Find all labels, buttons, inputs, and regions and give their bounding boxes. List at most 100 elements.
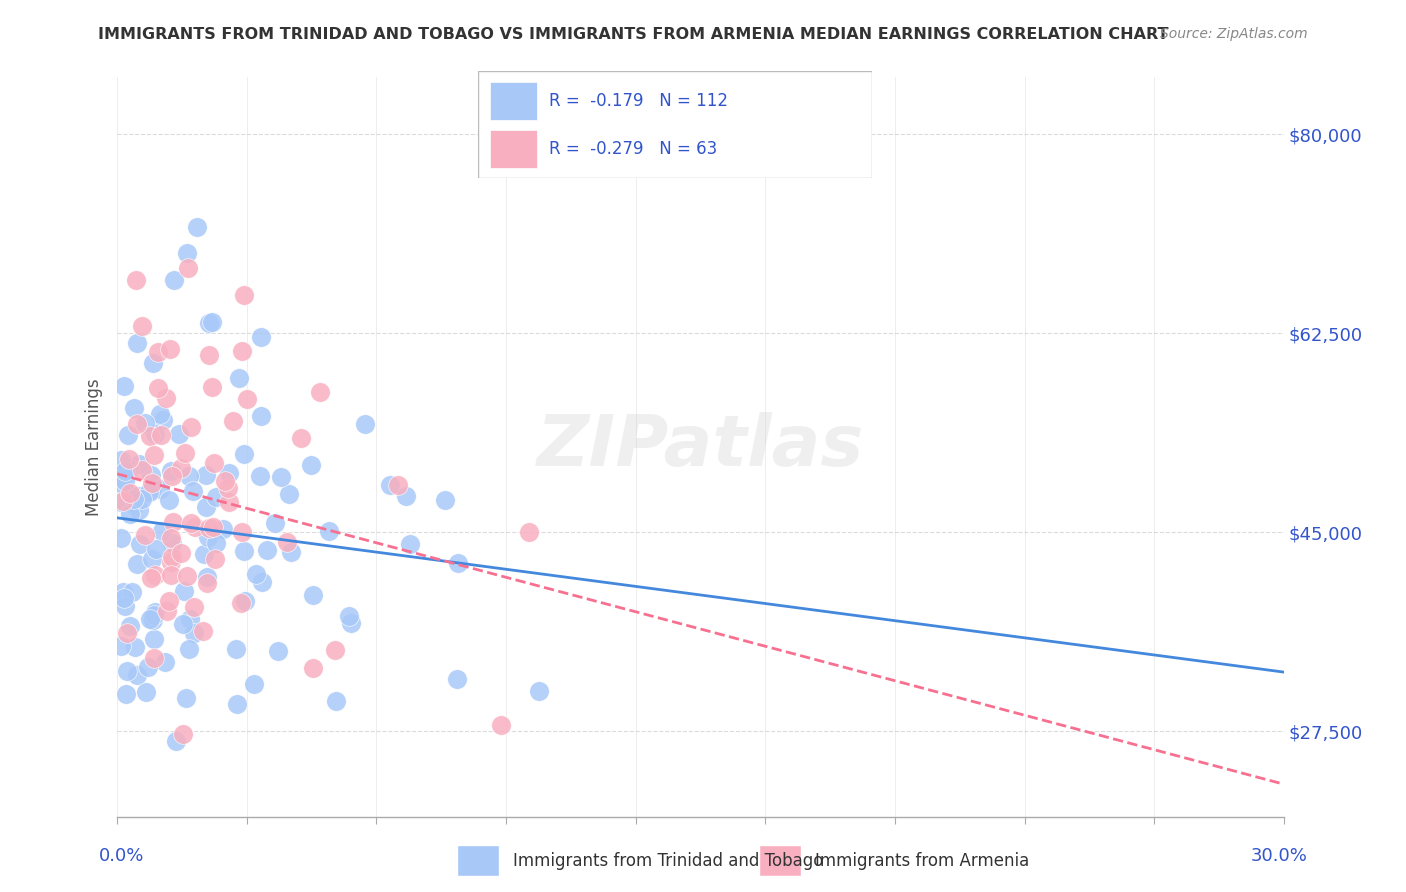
Point [143, 650, 166, 665]
Point [124, 491, 146, 506]
Point [129, 537, 152, 551]
Point [114, 474, 136, 488]
Point [145, 605, 167, 619]
Point [256, 543, 278, 558]
Point [290, 431, 312, 445]
Point [267, 644, 290, 658]
Point [160, 567, 183, 582]
Point [233, 543, 256, 558]
Point [115, 626, 138, 640]
Text: 30.0%: 30.0% [1251, 847, 1308, 864]
Point [118, 461, 141, 475]
Point [245, 567, 267, 582]
Point [112, 591, 135, 605]
Point [201, 380, 224, 394]
Point [183, 626, 205, 640]
Text: R =  -0.279   N = 63: R = -0.279 N = 63 [548, 140, 717, 158]
Point [176, 246, 198, 260]
Point [162, 515, 184, 529]
Point [149, 408, 172, 422]
Point [204, 552, 226, 566]
Point [128, 457, 150, 471]
Point [218, 495, 240, 509]
Point [252, 575, 274, 590]
Point [354, 417, 377, 431]
Point [118, 619, 141, 633]
Point [125, 336, 148, 351]
Point [162, 549, 184, 564]
Point [111, 473, 134, 487]
Point [142, 608, 165, 623]
Point [277, 487, 299, 501]
Point [323, 642, 346, 657]
Point [122, 401, 145, 415]
Point [201, 520, 224, 534]
Point [202, 456, 225, 470]
Y-axis label: Median Earnings: Median Earnings [86, 378, 103, 516]
Point [204, 536, 226, 550]
Point [141, 475, 163, 490]
Point [233, 288, 256, 302]
Point [177, 468, 200, 483]
Point [249, 468, 271, 483]
Point [112, 379, 135, 393]
Point [141, 551, 163, 566]
Point [125, 272, 148, 286]
Point [138, 484, 160, 499]
Point [250, 330, 273, 344]
Point [118, 507, 141, 521]
Point [301, 660, 323, 674]
Point [177, 260, 200, 275]
Text: Source: ZipAtlas.com: Source: ZipAtlas.com [1160, 27, 1308, 41]
Point [139, 484, 162, 499]
Point [122, 498, 145, 512]
Point [173, 584, 195, 599]
Point [125, 417, 148, 432]
Point [179, 612, 201, 626]
Point [276, 535, 298, 549]
Point [214, 474, 236, 488]
Point [165, 733, 187, 747]
Point [398, 537, 420, 551]
Point [159, 555, 181, 569]
Point [194, 468, 217, 483]
Point [447, 556, 470, 570]
Point [174, 690, 197, 705]
Point [231, 344, 253, 359]
Point [146, 381, 169, 395]
Point [160, 536, 183, 550]
Point [155, 391, 177, 405]
Point [128, 503, 150, 517]
Point [184, 519, 207, 533]
Point [110, 640, 132, 654]
Point [193, 547, 215, 561]
Point [136, 660, 159, 674]
Point [198, 347, 221, 361]
Point [146, 344, 169, 359]
Point [186, 219, 208, 234]
Point [115, 665, 138, 679]
Point [337, 609, 360, 624]
Point [172, 616, 194, 631]
Point [243, 676, 266, 690]
Point [249, 409, 271, 423]
Point [141, 356, 163, 370]
Point [160, 531, 183, 545]
Point [110, 495, 132, 509]
FancyBboxPatch shape [759, 846, 801, 876]
Point [195, 575, 218, 590]
Point [124, 640, 146, 654]
Point [139, 571, 162, 585]
Point [233, 594, 256, 608]
Point [111, 477, 134, 491]
Point [263, 516, 285, 530]
Point [131, 463, 153, 477]
FancyBboxPatch shape [478, 71, 872, 178]
Point [142, 632, 165, 647]
Point [135, 685, 157, 699]
Point [127, 490, 149, 504]
Point [169, 427, 191, 442]
Point [114, 464, 136, 478]
FancyBboxPatch shape [457, 846, 499, 876]
Point [236, 392, 259, 407]
